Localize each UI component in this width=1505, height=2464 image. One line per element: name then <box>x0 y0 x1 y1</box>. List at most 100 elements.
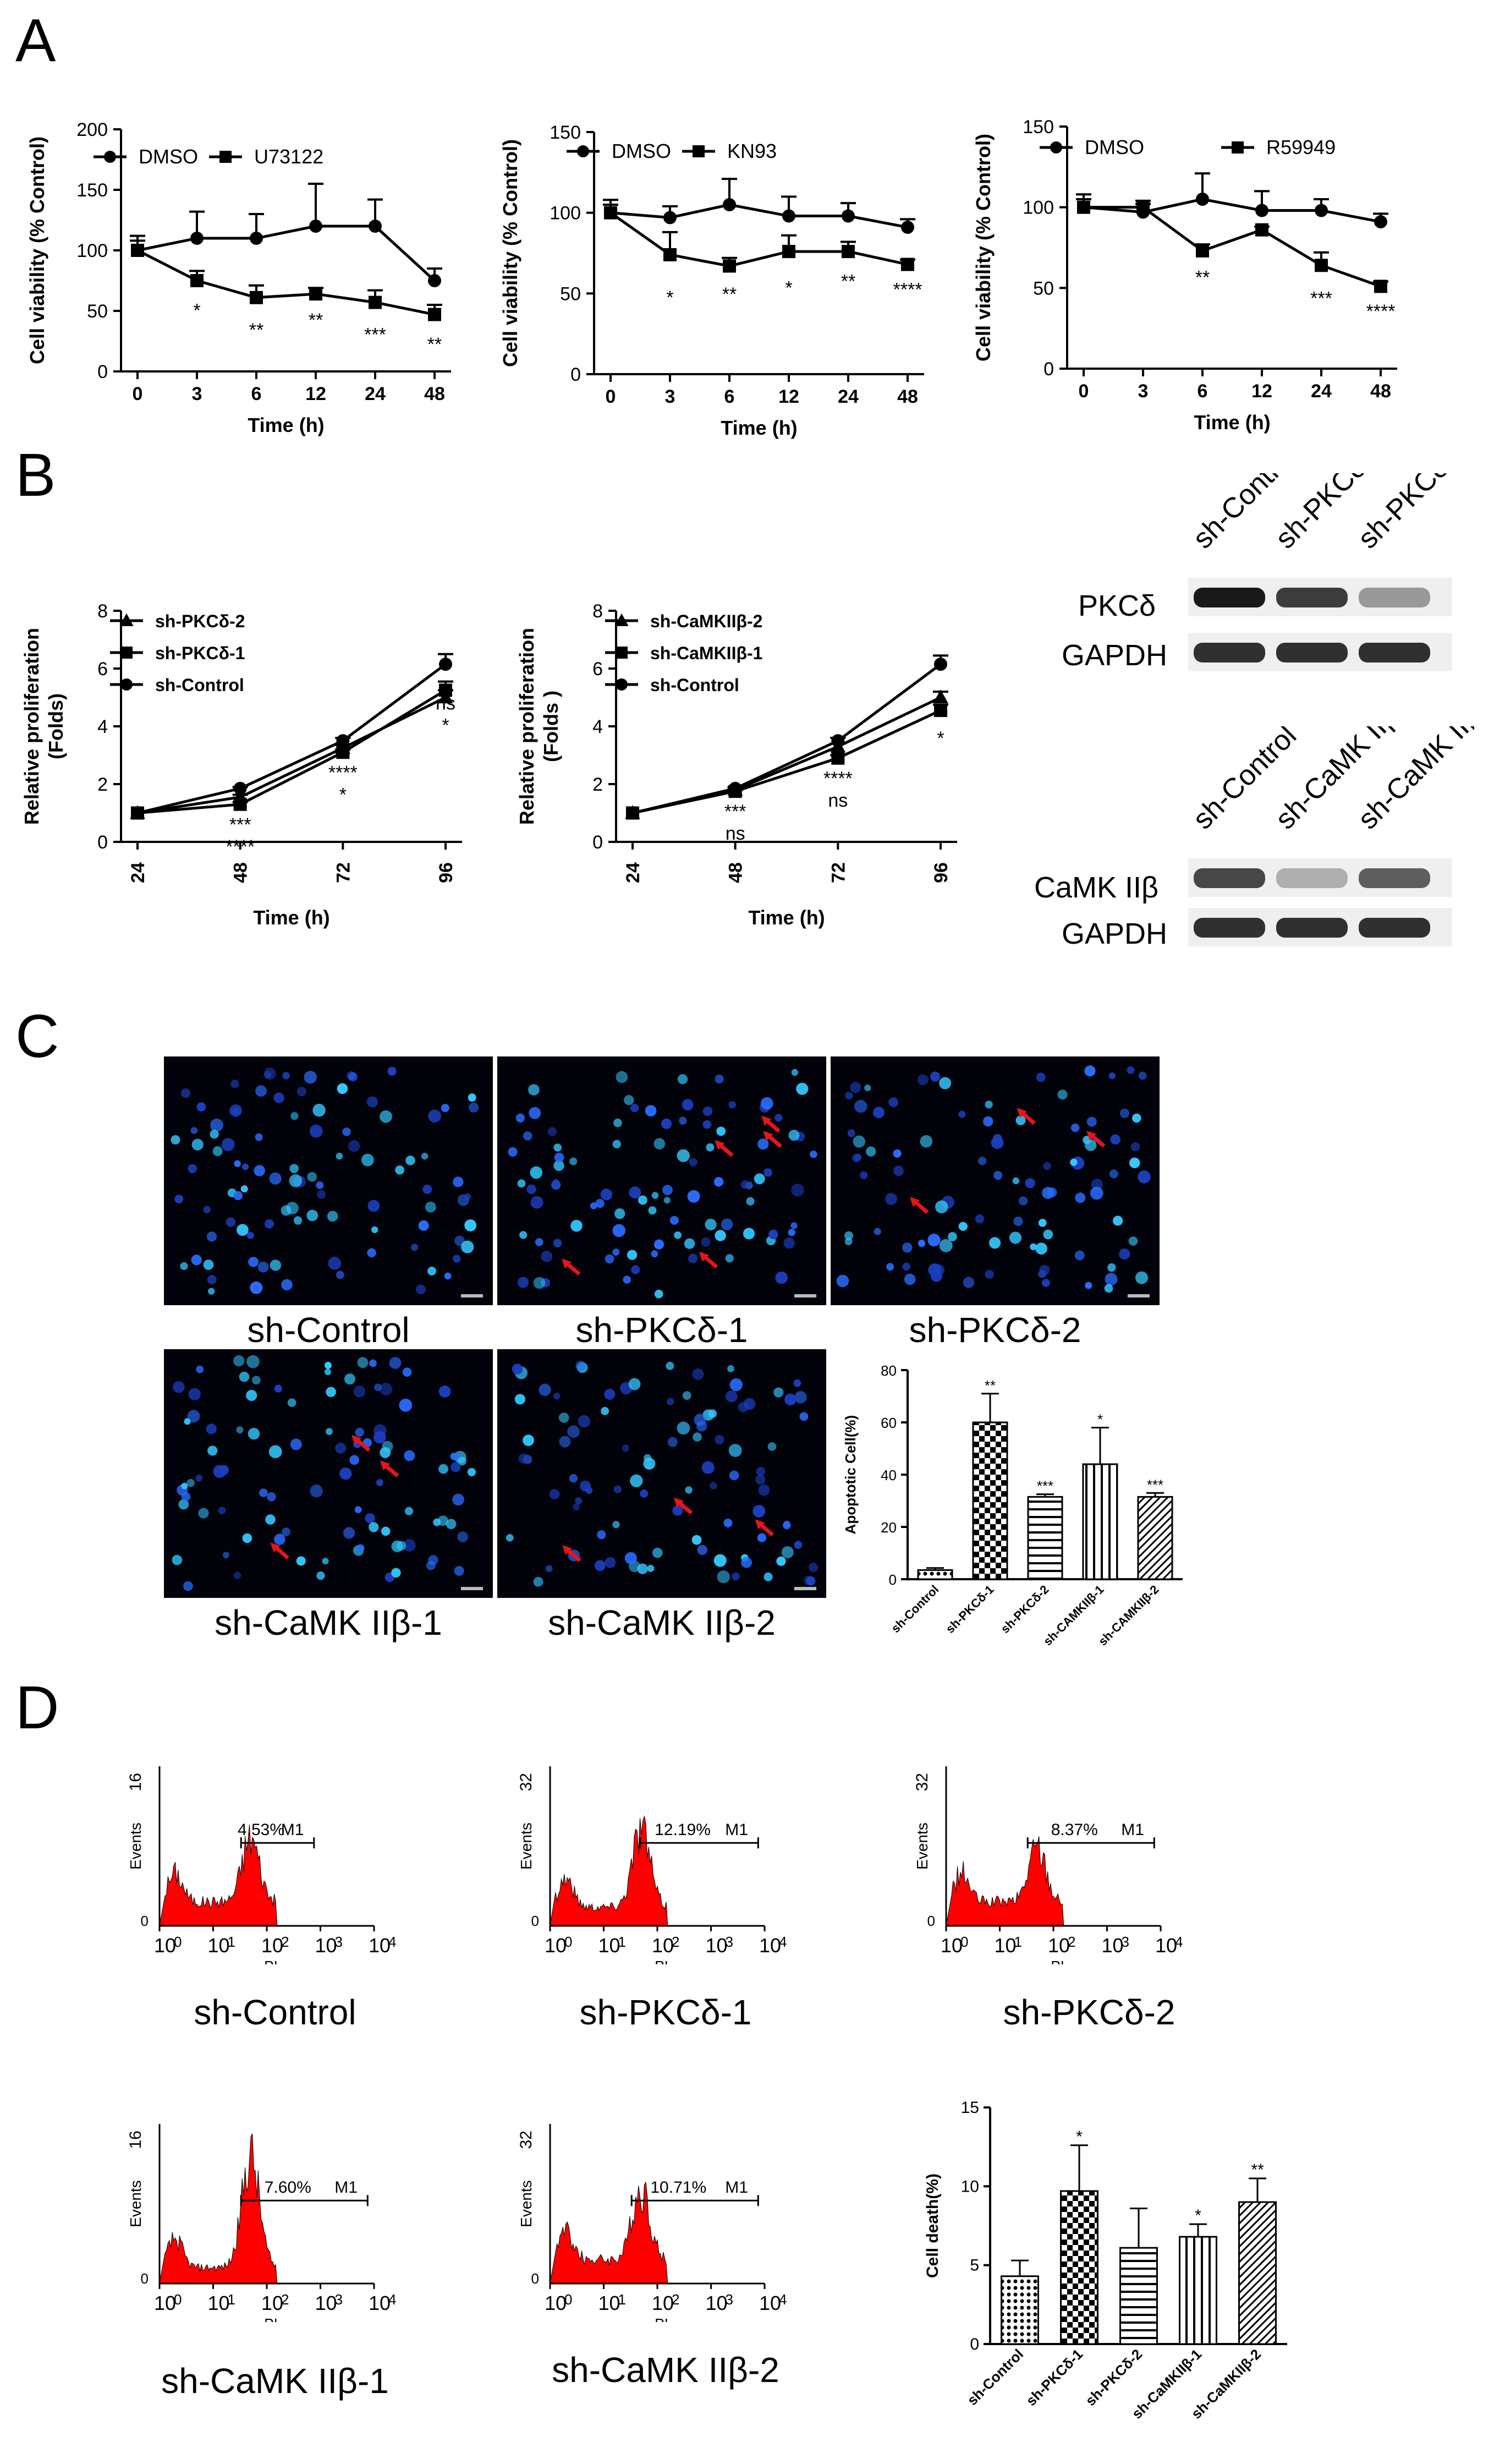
data-point <box>663 211 677 225</box>
nucleus <box>612 1521 620 1529</box>
data-point <box>120 678 133 691</box>
nucleus <box>553 1160 564 1171</box>
nucleus <box>234 1160 241 1167</box>
nucleus <box>533 1576 543 1587</box>
series-line <box>610 203 908 229</box>
nucleus <box>794 1391 807 1404</box>
nucleus <box>844 1231 854 1240</box>
x-tick-label: 0 <box>1079 381 1089 402</box>
nucleus <box>268 1445 282 1459</box>
legend-label: DMSO <box>612 140 671 162</box>
red-arrow-head <box>699 1251 709 1262</box>
nucleus <box>242 1533 252 1543</box>
nucleus <box>188 1164 197 1174</box>
nucleus <box>1070 1123 1080 1132</box>
significance-label: * <box>785 277 792 298</box>
series-line <box>632 696 942 814</box>
nucleus <box>1105 1273 1118 1286</box>
nucleus <box>696 1421 707 1432</box>
x-tick-label: 10 <box>706 2292 728 2314</box>
nucleus <box>324 1368 331 1376</box>
x-axis-label: −PI <box>256 2315 278 2322</box>
nucleus <box>767 1442 777 1451</box>
significance-label: ns <box>828 790 848 811</box>
nucleus <box>226 1217 236 1227</box>
nucleus <box>242 1163 249 1170</box>
series-line <box>137 696 447 814</box>
nucleus <box>452 1493 464 1506</box>
nucleus <box>250 1281 263 1294</box>
nucleus <box>647 1564 655 1572</box>
nucleus <box>853 1135 866 1148</box>
x-tick-label: 10 <box>1102 1934 1124 1957</box>
x-tick-label: 48 <box>230 862 251 883</box>
nucleus <box>210 1129 219 1139</box>
nucleus <box>355 1427 365 1437</box>
nucleus <box>336 1152 343 1160</box>
gate-label: M1 <box>725 2178 748 2197</box>
nucleus <box>181 1482 188 1490</box>
data-point <box>1077 200 1090 214</box>
micrograph-label: sh-CaMK IIβ-1 <box>215 1603 442 1642</box>
micrograph-image <box>171 1066 483 1297</box>
nucleus <box>526 1184 536 1195</box>
nucleus <box>553 1143 562 1152</box>
nucleus <box>595 1198 605 1208</box>
legend-label: U73122 <box>254 145 323 168</box>
nucleus <box>438 1385 451 1398</box>
nucleus <box>369 1359 377 1367</box>
y-tick-label: 8 <box>97 601 108 622</box>
nucleus <box>324 1361 332 1369</box>
wb-row-label: GAPDH <box>1062 917 1168 950</box>
nucleus <box>684 1238 695 1249</box>
y-axis-label: Events <box>127 1822 144 1870</box>
series-line <box>1084 206 1381 288</box>
nucleus <box>666 1361 674 1370</box>
nucleus <box>453 1255 461 1263</box>
series-line <box>137 689 447 814</box>
nucleus <box>441 1104 449 1113</box>
nucleus <box>236 1426 244 1434</box>
y-axis-label: Cell viability (% Control) <box>26 136 48 364</box>
panel-label-c: C <box>15 1003 59 1070</box>
nucleus <box>685 1486 693 1494</box>
nucleus <box>530 1196 543 1209</box>
nucleus <box>233 1572 241 1579</box>
nucleus <box>604 1388 616 1400</box>
nucleus <box>365 1513 375 1524</box>
nucleus <box>213 1465 227 1478</box>
micrograph-sh-pkc-1 <box>497 1056 826 1305</box>
nucleus <box>637 1563 648 1574</box>
nucleus <box>196 1102 206 1112</box>
nucleus <box>1104 1284 1113 1293</box>
nucleus <box>743 1228 755 1240</box>
nucleus <box>755 1474 766 1485</box>
nucleus <box>729 1378 743 1392</box>
y-tick-label: 0 <box>97 362 108 382</box>
nucleus <box>702 1106 713 1116</box>
nucleus <box>337 1083 348 1094</box>
nucleus <box>627 1250 638 1260</box>
nucleus <box>701 1237 711 1247</box>
data-point <box>723 198 736 211</box>
series-line <box>632 709 942 814</box>
nucleus <box>1113 1215 1123 1226</box>
y-tick-label: 2 <box>97 774 108 795</box>
nucleus <box>446 1519 457 1529</box>
x-tick-exponent: 1 <box>228 1934 235 1950</box>
red-arrow-head <box>755 1519 765 1530</box>
nucleus <box>454 1565 464 1576</box>
nucleus <box>728 1444 742 1457</box>
nucleus <box>541 1250 553 1262</box>
nucleus <box>1038 1219 1047 1227</box>
x-tick-label: 10 <box>315 2292 337 2314</box>
gate-percent: 8.37% <box>1051 1821 1098 1839</box>
nucleus <box>758 1484 770 1496</box>
y-tick-label: 50 <box>87 301 108 322</box>
nucleus <box>845 1092 853 1100</box>
significance-label: *** <box>1037 1478 1053 1494</box>
x-tick-label: sh-PKCδ-1 <box>1023 2346 1086 2409</box>
nucleus <box>622 1444 629 1452</box>
y-tick-label: 4 <box>592 716 603 737</box>
